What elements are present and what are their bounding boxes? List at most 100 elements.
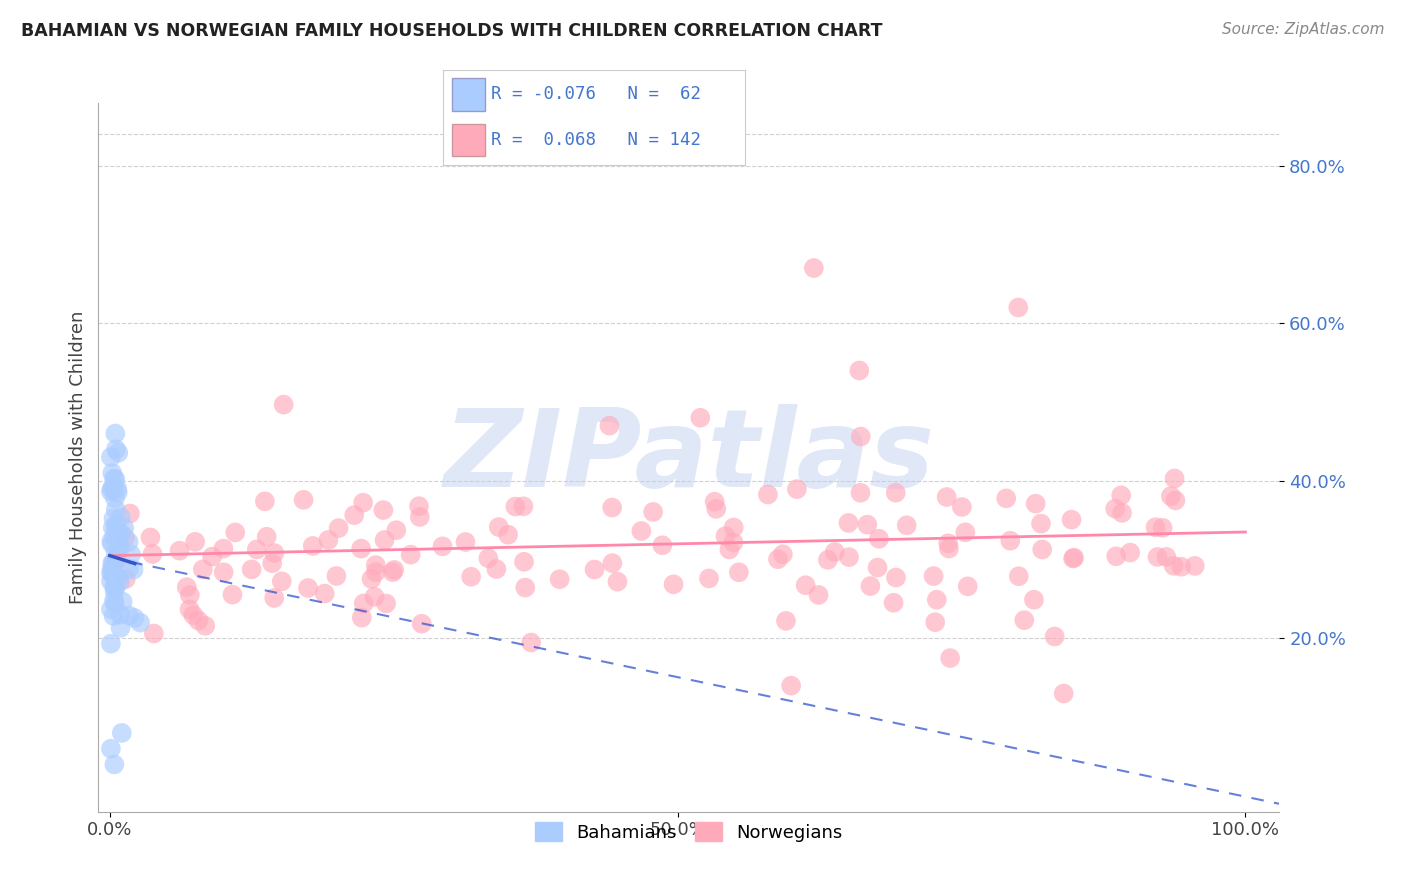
Norwegians [1170,559,1192,574]
Bahamians [100,602,122,616]
Norwegians [496,527,519,541]
Norwegians [301,539,323,553]
Norwegians [520,635,543,649]
Bahamians [104,596,127,610]
Norwegians [350,541,373,556]
Norwegians [1022,592,1045,607]
Norwegians [114,531,136,545]
Norwegians [838,550,860,565]
Bahamians [100,637,122,651]
Norwegians [381,565,404,579]
Bahamians [104,522,127,536]
Bahamians [103,609,125,624]
Norwegians [583,562,606,576]
Norwegians [689,410,711,425]
Norwegians [325,569,347,583]
Bahamians [108,571,131,585]
Norwegians [598,418,620,433]
Bahamians [107,533,129,547]
Norwegians [896,518,918,533]
Norwegians [374,533,396,547]
Norwegians [662,577,685,591]
Bahamians [110,526,132,541]
Norwegians [318,533,340,547]
Bahamians [101,566,124,581]
Norwegians [363,590,385,604]
Norwegians [1043,630,1066,644]
Norwegians [179,602,201,616]
Text: R =  0.068   N = 142: R = 0.068 N = 142 [491,131,702,149]
Norwegians [1063,550,1085,565]
Norwegians [803,261,825,276]
Bahamians [107,446,129,460]
Norwegians [1163,558,1185,573]
Norwegians [718,542,741,557]
Bahamians [101,537,124,551]
Y-axis label: Family Households with Children: Family Households with Children [69,310,87,604]
Norwegians [512,500,534,514]
Norwegians [505,500,527,514]
Bahamians [103,530,125,544]
Norwegians [212,541,235,556]
Norwegians [766,552,789,566]
Norwegians [1007,301,1029,315]
Bahamians [103,580,125,594]
Norwegians [925,592,948,607]
Norwegians [256,530,278,544]
Norwegians [848,363,870,377]
Norwegians [460,570,482,584]
Bahamians [103,584,125,599]
Norwegians [935,490,957,504]
Bahamians [108,525,131,540]
Norwegians [780,679,803,693]
Norwegians [454,535,477,549]
Norwegians [352,496,374,510]
Bahamians [117,534,139,549]
Norwegians [1111,506,1133,520]
Norwegians [1000,533,1022,548]
Norwegians [485,562,508,576]
Bahamians [118,562,141,576]
Norwegians [922,569,945,583]
Bahamians [104,442,127,457]
Norwegians [360,572,382,586]
Bahamians [108,544,131,558]
Norwegians [1109,488,1132,502]
Norwegians [263,546,285,560]
Bahamians [104,581,127,595]
Bahamians [103,566,125,580]
Norwegians [936,536,959,550]
Norwegians [1025,497,1047,511]
Norwegians [263,591,285,605]
Bahamians [100,450,122,464]
Norwegians [187,614,209,628]
Norwegians [1053,687,1076,701]
Bahamians [111,594,134,608]
Norwegians [866,560,889,574]
Norwegians [488,520,510,534]
Norwegians [224,525,246,540]
Norwegians [1164,493,1187,508]
Norwegians [477,551,499,566]
Norwegians [602,556,624,570]
Bahamians [112,521,135,535]
Norwegians [297,581,319,595]
Norwegians [723,535,745,549]
Norwegians [270,574,292,589]
Norwegians [837,516,859,530]
Norwegians [515,581,537,595]
Norwegians [194,619,217,633]
Norwegians [1163,471,1185,485]
Bahamians [100,562,122,576]
Norwegians [314,586,336,600]
Norwegians [253,494,276,508]
Norwegians [292,492,315,507]
Bahamians [101,520,124,534]
Norwegians [1031,542,1053,557]
Bahamians [104,502,127,516]
Norwegians [364,565,387,579]
Norwegians [950,500,973,514]
Bahamians [110,621,132,635]
Norwegians [1104,501,1126,516]
Bahamians [100,574,122,589]
